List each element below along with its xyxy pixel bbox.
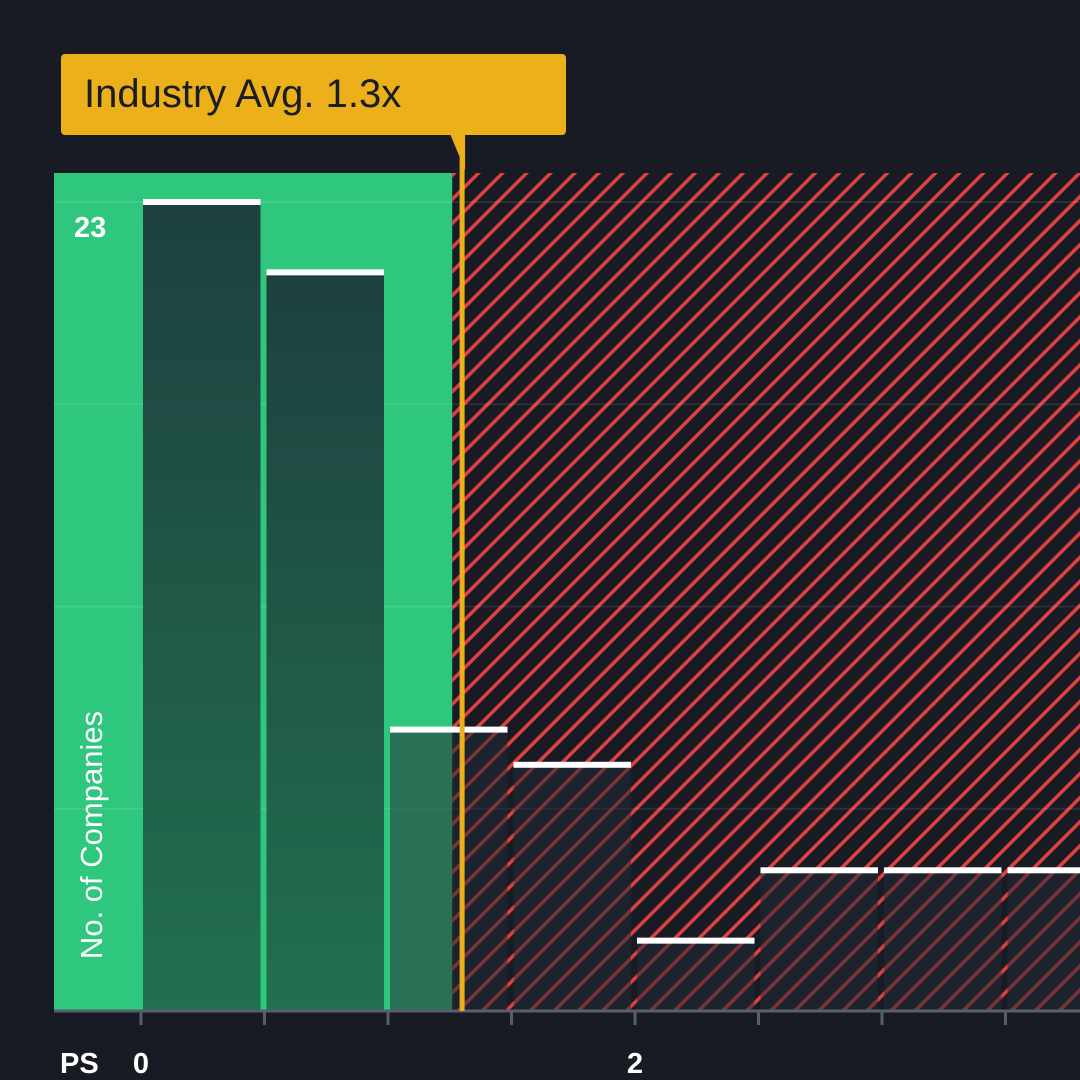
x-axis-label: PS: [60, 1048, 99, 1080]
histogram-bar-cap: [266, 269, 384, 276]
industry-average-callout: Industry Avg. 1.3x: [61, 54, 566, 135]
callout-pointer: [450, 134, 466, 170]
histogram-bar-cap: [143, 199, 261, 205]
histogram-bar: [513, 764, 631, 1011]
x-tick-label-2: 2: [626, 1048, 644, 1080]
y-tick-label-max: 23: [74, 212, 107, 244]
histogram-bar-cap: [637, 937, 755, 944]
histogram-bar-cap: [1007, 867, 1080, 874]
histogram-bar: [1007, 870, 1080, 1011]
histogram-bar-cap: [760, 867, 878, 874]
histogram-bar-cap: [390, 726, 508, 733]
histogram-bar: [143, 202, 261, 1011]
x-tick-label-0: 0: [132, 1048, 150, 1080]
histogram-bar: [884, 870, 1002, 1011]
histogram-bar: [390, 729, 508, 1011]
histogram-bar: [266, 272, 384, 1011]
histogram-bar-cap: [513, 761, 631, 768]
industry-average-label: Industry Avg. 1.3x: [84, 72, 402, 116]
histogram-bar: [637, 940, 755, 1011]
histogram-bar: [760, 870, 878, 1011]
histogram-bar-cap: [884, 867, 1002, 874]
y-axis-label: No. of Companies: [74, 710, 109, 960]
